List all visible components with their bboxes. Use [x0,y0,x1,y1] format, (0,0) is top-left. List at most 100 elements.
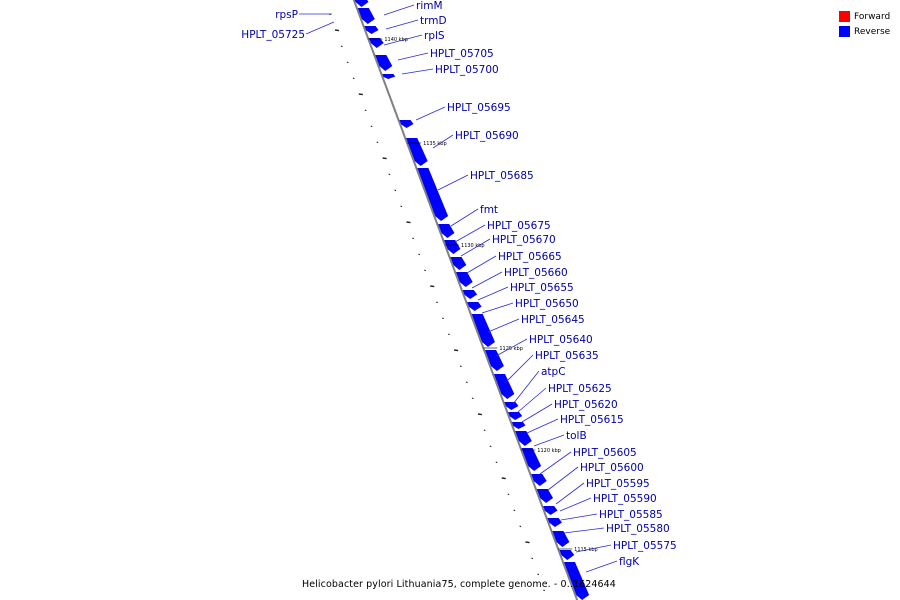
gene-label-hplt_05620[interactable]: HPLT_05620 [521,399,618,423]
gene-label-flgk[interactable]: flgK [585,556,640,573]
minor-tick [376,141,379,144]
gene-label-rpsp[interactable]: rpsP [275,9,332,21]
gene-label-hplt_05640[interactable]: HPLT_05640 [495,334,593,357]
leader-line [504,354,534,384]
gene-labels[interactable]: rpsP HPLT_05725 rimM trmD rplS HPLT_05705 HPLT… [241,0,677,573]
gene-label-rimm[interactable]: rimM [383,0,443,16]
gene-label-rpls[interactable]: rplS [383,30,445,46]
gene-label-fmt[interactable]: fmt [450,204,498,227]
gene-label-hplt_05585[interactable]: HPLT_05585 [560,509,663,521]
gene-feature [354,0,369,7]
leader-line [585,560,618,573]
gene-label-hplt_05725[interactable]: HPLT_05725 [241,21,335,41]
minor-tick [430,285,435,288]
gene-label-text: HPLT_05675 [487,220,551,232]
gene-label-text: atpC [541,366,566,378]
gene-label-text: HPLT_05640 [529,334,593,346]
gene-label-text: HPLT_05725 [241,29,305,41]
leader-line [437,174,469,191]
scale-tick-label: 1130 kbp [461,243,485,249]
gene-label-text: HPLT_05575 [613,540,677,552]
gene-label-hplt_05690[interactable]: HPLT_05690 [432,130,519,149]
gene-label-hplt_05685[interactable]: HPLT_05685 [437,170,534,191]
gene-feature [442,240,461,254]
gene-feature [454,272,473,287]
leader-line [432,134,454,149]
gene-label-hplt_05650[interactable]: HPLT_05650 [481,298,579,314]
minor-tick [489,445,492,448]
leader-line [397,52,429,61]
minor-tick [501,477,506,480]
gene-label-hplt_05655[interactable]: HPLT_05655 [477,282,574,301]
leader-line [547,466,579,491]
minor-tick [447,333,450,336]
genome-caption: Helicobacter pylori Lithuania75, complet… [302,579,616,590]
gene-label-hplt_05600[interactable]: HPLT_05600 [547,462,644,491]
gene-feature [380,74,396,79]
minor-tick [400,205,403,208]
minor-tick [543,589,546,592]
leader-line [559,497,592,512]
gene-label-text: HPLT_05700 [435,64,499,76]
gene-label-trmd[interactable]: trmD [385,15,447,30]
leader-line [481,302,514,314]
gene-label-hplt_05625[interactable]: HPLT_05625 [517,383,612,413]
gene-feature [415,168,449,221]
gene-feature [465,302,482,311]
gene-feature [373,55,393,71]
gene-label-text: HPLT_05625 [548,383,612,395]
gene-label-text: HPLT_05660 [504,267,568,279]
leader-line [526,418,559,434]
gene-label-hplt_05660[interactable]: HPLT_05660 [471,267,568,289]
minor-tick [471,397,474,400]
gene-feature [404,138,428,166]
minor-tick [358,93,363,96]
leader-line [471,271,503,289]
gene-label-text: rpsP [275,9,298,21]
gene-label-text: rimM [416,0,443,12]
gene-label-text: trmD [420,15,447,27]
gene-label-hplt_05580[interactable]: HPLT_05580 [563,523,670,535]
gene-label-hplt_05705[interactable]: HPLT_05705 [397,48,494,61]
gene-label-hplt_05615[interactable]: HPLT_05615 [526,414,624,434]
gene-label-hplt_05595[interactable]: HPLT_05595 [555,478,650,505]
minor-tick-marks [328,13,546,592]
leader-line [517,387,547,413]
gene-label-hplt_05635[interactable]: HPLT_05635 [504,350,599,384]
minor-tick [459,365,462,368]
gene-label-hplt_05700[interactable]: HPLT_05700 [401,64,499,76]
gene-label-hplt_05575[interactable]: HPLT_05575 [575,540,677,553]
gene-label-text: HPLT_05685 [470,170,534,182]
gene-label-text: HPLT_05655 [510,282,574,294]
gene-label-hplt_05605[interactable]: HPLT_05605 [539,447,637,475]
gene-feature [541,506,558,515]
leader-line [563,527,605,534]
gene-label-text: HPLT_05620 [554,399,618,411]
gene-label-text: HPLT_05600 [580,462,644,474]
gene-label-text: HPLT_05605 [573,447,637,459]
gene-feature [550,531,570,547]
minor-tick [382,157,387,160]
minor-tick [436,301,438,304]
minor-tick [334,29,340,32]
gene-label-hplt_05645[interactable]: HPLT_05645 [487,314,585,333]
gene-label-atpc[interactable]: atpC [512,366,566,405]
gene-label-text: HPLT_05595 [586,478,650,490]
gene-label-hplt_05695[interactable]: HPLT_05695 [415,102,511,121]
legend-reverse-label: Reverse [854,26,891,37]
leader-line [512,370,540,405]
leader-line [415,106,446,121]
gene-label-hplt_05675[interactable]: HPLT_05675 [454,220,551,243]
gene-label-text: HPLT_05580 [606,523,670,535]
leader-line [450,208,479,227]
scale-tick-label: 1125 kbp [499,346,523,352]
gene-label-text: HPLT_05690 [455,130,519,142]
gene-label-hplt_05590[interactable]: HPLT_05590 [559,493,657,512]
gene-feature [469,314,495,347]
reverse-swatch [839,26,850,37]
gene-label-text: HPLT_05635 [535,350,599,362]
gene-label-tolb[interactable]: tolB [533,430,587,447]
gene-label-hplt_05665[interactable]: HPLT_05665 [466,251,562,274]
gene-label-hplt_05670[interactable]: HPLT_05670 [460,234,556,257]
